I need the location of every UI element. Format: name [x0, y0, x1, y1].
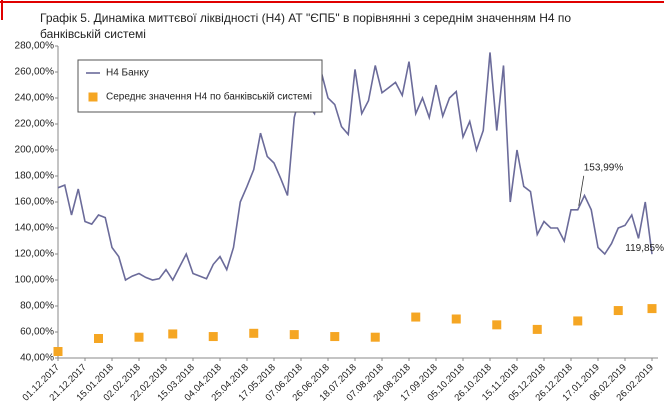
legend-label: Н4 Банку [106, 68, 149, 79]
legend-swatch [88, 92, 98, 102]
marker [532, 324, 542, 334]
y-tick-label: 180,00% [15, 171, 55, 182]
marker [370, 332, 380, 342]
marker [208, 332, 218, 342]
legend-box [77, 59, 323, 113]
y-tick-label: 100,00% [15, 275, 55, 286]
label-leader [578, 175, 585, 206]
marker [613, 306, 623, 316]
marker [94, 334, 103, 343]
marker [492, 320, 502, 330]
y-tick-label: 140,00% [15, 223, 55, 234]
legend-label: Середнє значення Н4 по банківській систе… [106, 91, 312, 103]
marker [330, 332, 340, 342]
marker [411, 312, 421, 322]
y-tick-label: 60,00% [20, 327, 54, 338]
y-tick-label: 200,00% [15, 145, 55, 156]
y-tick-label: 260,00% [15, 67, 55, 78]
marker [573, 316, 583, 326]
marker [289, 330, 299, 340]
data-label: 153,99% [584, 162, 624, 173]
y-tick-label: 80,00% [20, 301, 54, 312]
marker [134, 332, 144, 342]
marker [168, 329, 178, 339]
marker [53, 347, 63, 356]
data-label: 119,85% [625, 243, 664, 254]
y-tick-label: 280,00% [15, 41, 55, 52]
marker [647, 304, 657, 314]
y-tick-label: 240,00% [15, 93, 55, 104]
marker [249, 328, 259, 338]
y-tick-label: 160,00% [15, 197, 55, 208]
y-tick-label: 220,00% [15, 119, 55, 130]
marker [451, 314, 461, 324]
y-tick-label: 120,00% [15, 249, 55, 260]
series-line [57, 52, 653, 282]
y-tick-label: 40,00% [20, 353, 54, 364]
chart-title: Графік 5. Динаміка миттєвої ліквідності … [40, 11, 572, 41]
